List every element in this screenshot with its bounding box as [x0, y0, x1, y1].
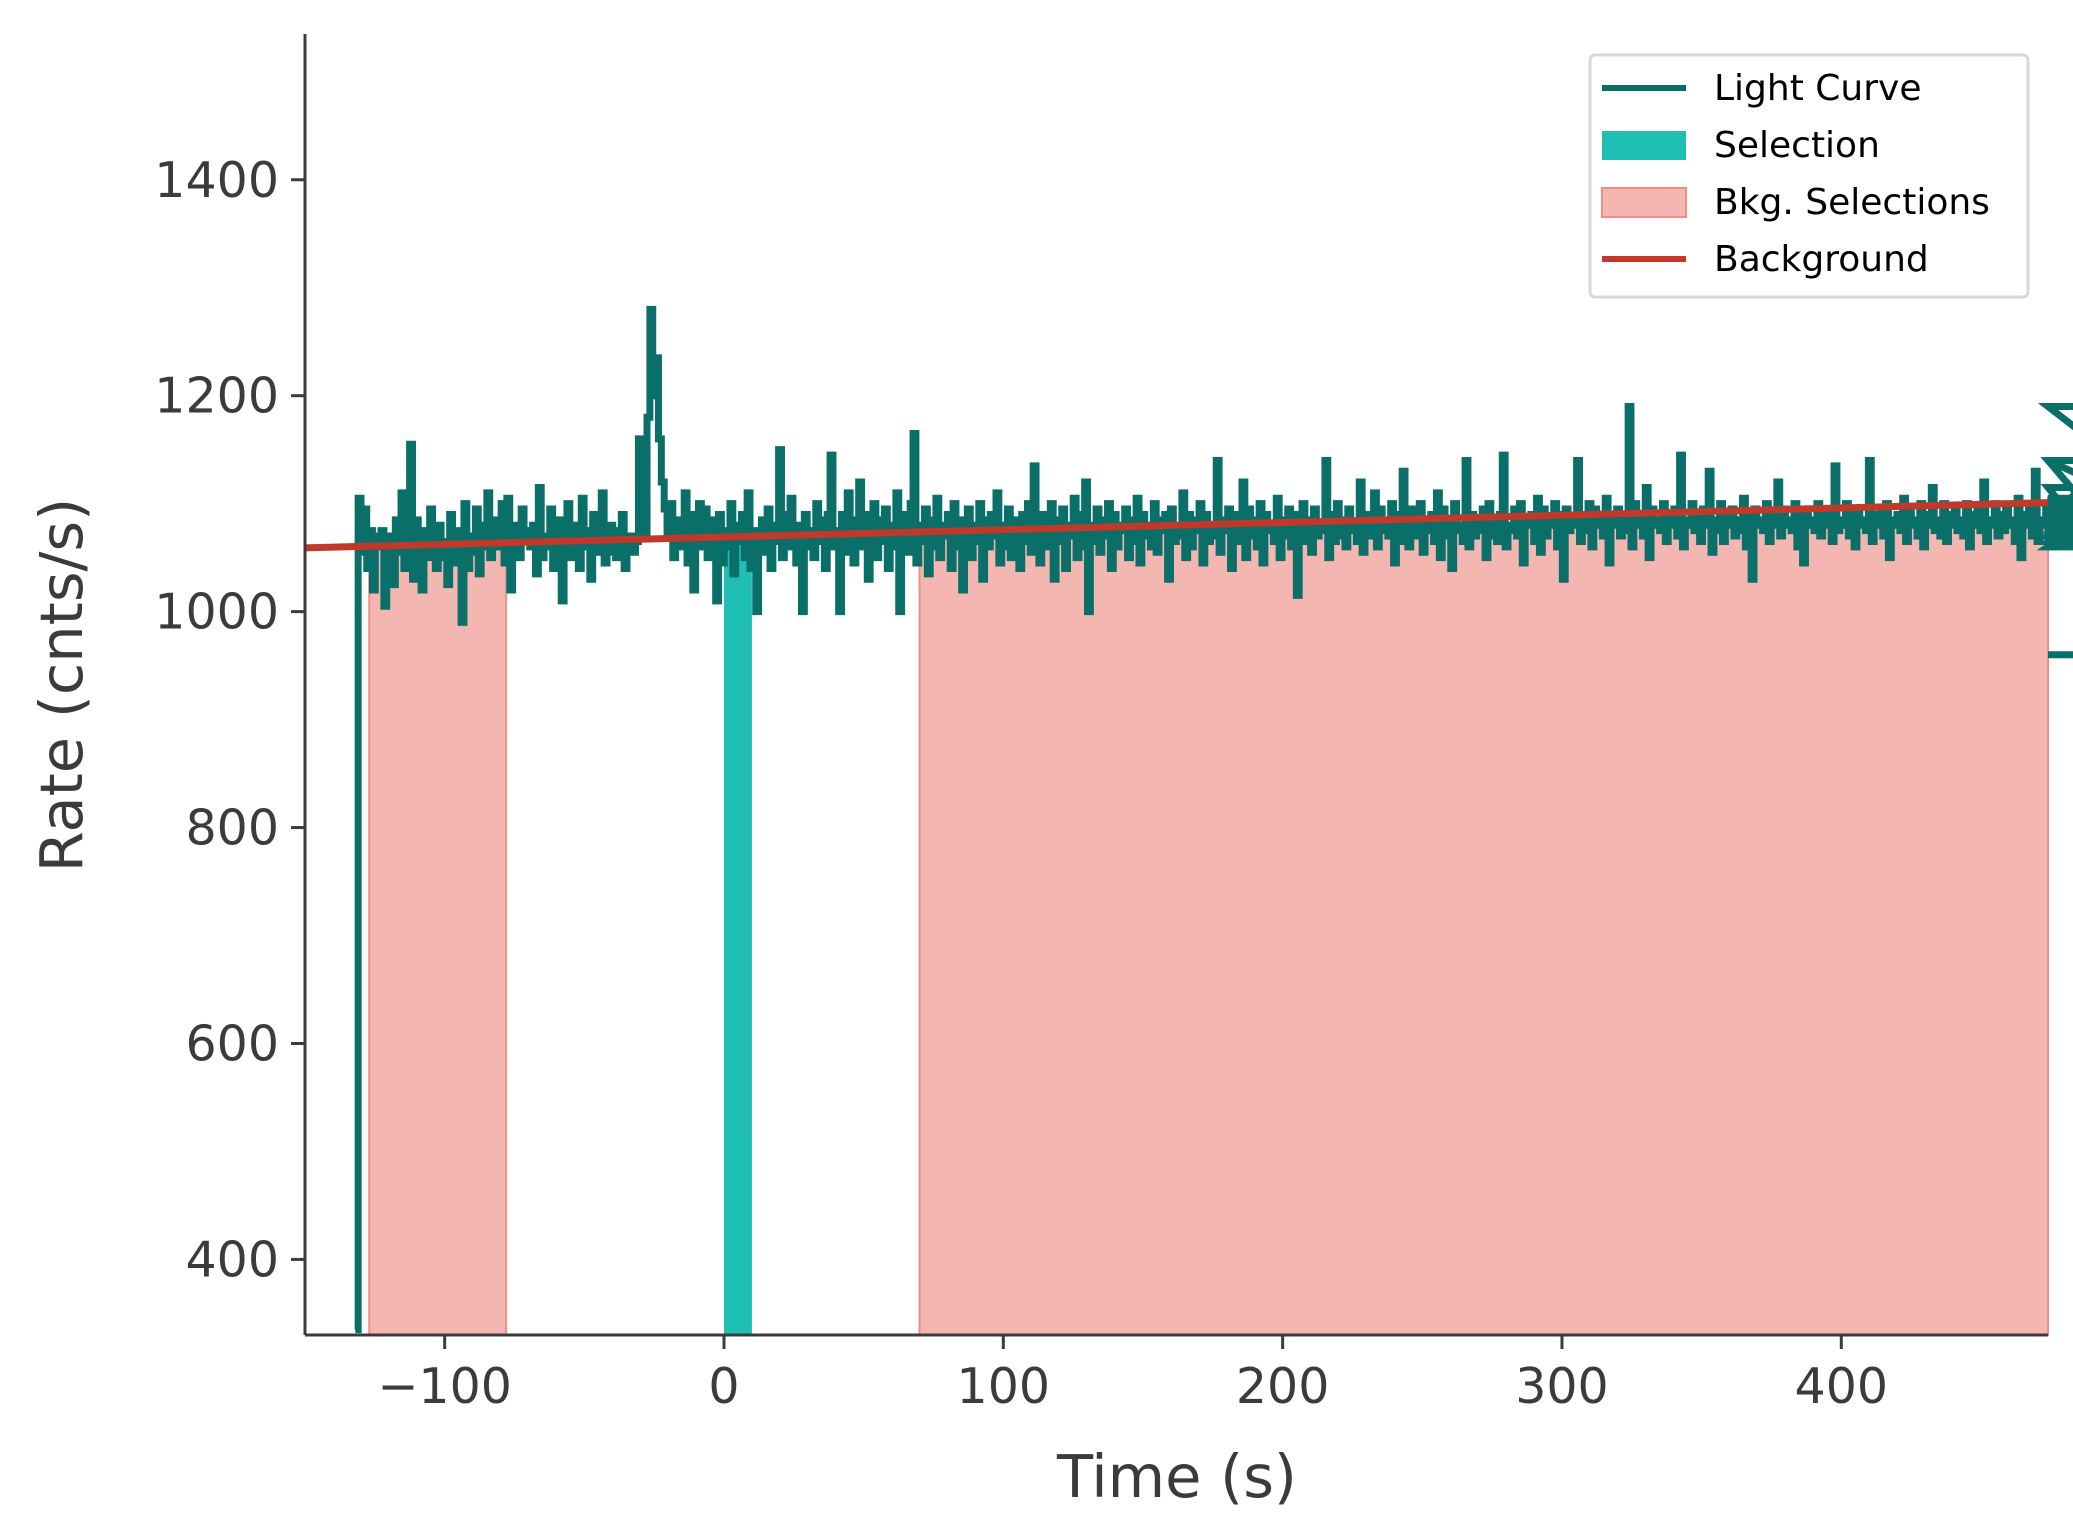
- y-axis-label: Rate (cnts/s): [27, 498, 96, 872]
- legend-swatch-bkg-selections: [1601, 187, 1687, 218]
- y-tick-label: 1000: [154, 584, 279, 641]
- legend-label-background: Background: [1714, 239, 1929, 280]
- y-tick-label: 1200: [154, 368, 279, 425]
- selection-layer: [723, 492, 752, 1335]
- legend-label-bkg-selections: Bkg. Selections: [1714, 182, 1990, 223]
- x-tick-label: 400: [1795, 1358, 1889, 1415]
- y-tick-label: 600: [185, 1015, 279, 1072]
- selection-region: [723, 492, 752, 1335]
- x-tick-label: 0: [708, 1358, 739, 1415]
- x-tick-label: 200: [1236, 1358, 1330, 1415]
- legend-swatch-selection: [1602, 131, 1686, 160]
- y-ticks: 400 600 800 1000 1200 1400: [154, 152, 305, 1288]
- legend: Light Curve Selection Bkg. Selections Ba…: [1588, 53, 2030, 299]
- y-tick-label: 800: [185, 800, 279, 857]
- x-tick-label: 300: [1515, 1358, 1609, 1415]
- y-tick-label: 1400: [154, 152, 279, 209]
- legend-label-selection: Selection: [1714, 125, 1880, 166]
- legend-frame: [1588, 53, 2030, 299]
- background-fit-line: [304, 499, 2049, 552]
- x-tick-label: −100: [377, 1358, 512, 1415]
- x-tick-label: 100: [957, 1358, 1051, 1415]
- y-tick-label: 400: [185, 1231, 279, 1288]
- background-fit-layer: [304, 499, 2049, 552]
- x-axis-label: Time (s): [1056, 1442, 1297, 1511]
- x-ticks: −100 0 100 200 300 400: [377, 1335, 1888, 1415]
- axes: [303, 34, 2048, 1337]
- legend-label-light-curve: Light Curve: [1714, 68, 1922, 109]
